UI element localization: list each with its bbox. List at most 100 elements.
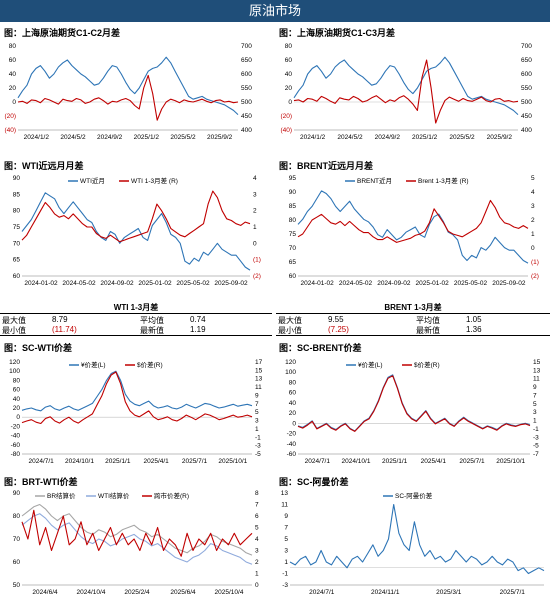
y-right-tick-label: 17 — [255, 359, 263, 366]
y-left-tick-label: 60 — [9, 57, 17, 64]
x-tick-label: 2025/4/1 — [144, 458, 170, 465]
chart-brt-wti: 50 60 70 80 90 0 1 2 3 4 5 6 7 8 2024/6/4 2024/10/4 2025… — [13, 490, 259, 596]
x-tick-label: 2024/1/2 — [24, 134, 50, 141]
y-right-tick-label: 1 — [255, 426, 259, 433]
y-right-tick-label: (2) — [253, 273, 261, 280]
y-left-tick-label: 20 — [289, 410, 297, 417]
y-left-tick-label: 60 — [13, 387, 21, 394]
y-left-tick-label: 70 — [13, 240, 21, 247]
y-right-tick-label: 15 — [533, 359, 541, 366]
legend-label: Brent 1-3月差 (R) — [418, 176, 469, 185]
y-left-tick-label: 60 — [285, 57, 293, 64]
y-left-tick-label: (40) — [4, 127, 16, 134]
y-right-tick-label: 2 — [255, 559, 259, 566]
y-left-tick-label: 5 — [284, 536, 288, 543]
y-left-tick-label: 90 — [13, 175, 21, 182]
x-tick-label: 2025/7/1 — [182, 458, 208, 465]
x-tick-label: 2025/1/2 — [134, 134, 160, 141]
y-right-tick-label: 450 — [241, 113, 252, 120]
stats-table-brent: BRENT 1-3月差 最大值 9.55 平均值 1.05 最小值 (7.25)… — [276, 302, 550, 336]
legend-label: 跨市价差(R) — [154, 491, 189, 500]
stats-min-value: (7.25) — [328, 325, 349, 334]
y-left-tick-label: 100 — [9, 368, 20, 375]
legend-label: BR结算价 — [47, 491, 76, 500]
y-right-tick-label: 5 — [255, 525, 259, 532]
y-left-tick-label: -20 — [11, 423, 21, 430]
y-right-tick-label: 700 — [241, 43, 252, 50]
y-right-tick-label: 8 — [255, 490, 259, 497]
y-left-tick-label: 75 — [13, 224, 21, 231]
y-left-tick-label: 0 — [16, 414, 20, 421]
x-tick-label: 2025/10/1 — [496, 458, 525, 465]
series-line — [17, 56, 239, 116]
stats-title: BRENT 1-3月差 — [384, 303, 442, 312]
y-left-tick-label: 40 — [289, 400, 297, 407]
y-right-tick-label: 3 — [533, 409, 537, 416]
x-tick-label: 2025-05-02 — [454, 280, 488, 287]
y-right-tick-label: 2 — [253, 208, 257, 215]
y-left-tick-label: 40 — [285, 71, 293, 78]
series-line — [297, 199, 529, 243]
y-right-tick-label: 4 — [255, 536, 259, 543]
y-right-tick-label: -7 — [533, 451, 539, 458]
y-right-tick-label: 5 — [255, 409, 259, 416]
y-right-tick-label: -1 — [255, 434, 261, 441]
y-right-tick-label: 2 — [531, 217, 535, 224]
y-right-tick-label: -5 — [533, 443, 539, 450]
stats-table-wti: WTI 1-3月差 最大值 8.79 平均值 0.74 最小值 (11.74) … — [0, 302, 272, 336]
y-right-tick-label: 3 — [253, 191, 257, 198]
x-tick-label: 2025/6/4 — [170, 589, 196, 596]
y-right-tick-label: 5 — [531, 175, 535, 182]
y-left-tick-label: 85 — [13, 191, 21, 198]
y-right-tick-label: 9 — [255, 392, 259, 399]
y-right-tick-label: (1) — [253, 257, 261, 264]
x-tick-label: 2024-01-02 — [24, 280, 58, 287]
legend-label: SC-阿曼价差 — [395, 491, 433, 500]
legend-label: WTI近月 — [80, 176, 105, 185]
x-tick-label: 2024/10/4 — [77, 589, 106, 596]
stats-avg-label: 平均值 — [140, 316, 164, 325]
x-tick-label: 2025-05-02 — [176, 280, 210, 287]
y-left-tick-label: 13 — [281, 490, 289, 497]
y-right-tick-label: 0 — [253, 240, 257, 247]
y-right-tick-label: 7 — [533, 392, 537, 399]
y-left-tick-label: 0 — [292, 420, 296, 427]
y-right-tick-label: 1 — [255, 571, 259, 578]
y-left-tick-label: 80 — [13, 513, 21, 520]
chart-wti-spread: 60 65 70 75 80 85 90 (2) (1) 0 1 2 3 4 2024-01-02 2024-… — [13, 175, 261, 287]
y-left-tick-label: 60 — [289, 390, 297, 397]
chart-title-sc-oman: 图：SC-阿曼价差 — [279, 477, 349, 487]
series-line — [289, 503, 545, 575]
stats-min-label: 最小值 — [278, 326, 302, 335]
stats-latest-value: 1.19 — [190, 325, 206, 334]
stats-latest-label: 最新值 — [140, 326, 164, 335]
y-left-tick-label: 20 — [285, 85, 293, 92]
y-left-tick-label: 95 — [289, 175, 297, 182]
legend-label: BRENT近月 — [357, 176, 392, 185]
y-left-tick-label: 80 — [13, 377, 21, 384]
y-right-tick-label: 3 — [255, 418, 259, 425]
y-left-tick-label: (20) — [280, 113, 292, 120]
y-left-tick-label: -60 — [11, 442, 21, 449]
y-right-tick-label: 4 — [531, 189, 535, 196]
legend-label: ¥价差(L) — [358, 360, 383, 369]
stats-latest-value: 1.36 — [466, 325, 482, 334]
legend-label: $价差(R) — [414, 360, 440, 369]
x-tick-label: 2024-05-02 — [62, 280, 96, 287]
y-left-tick-label: 80 — [13, 208, 21, 215]
y-left-tick-label: 65 — [13, 257, 21, 264]
x-tick-label: 2025/5/2 — [449, 134, 475, 141]
x-tick-label: 2024/7/1 — [305, 458, 331, 465]
x-tick-label: 2024-09-02 — [377, 280, 411, 287]
stats-max-label: 最大值 — [2, 316, 26, 325]
y-right-tick-label: 3 — [255, 548, 259, 555]
y-left-tick-label: 20 — [13, 405, 21, 412]
y-right-tick-label: 600 — [521, 71, 532, 78]
divider — [276, 313, 550, 314]
y-right-tick-label: 13 — [533, 367, 541, 374]
y-right-tick-label: 13 — [255, 376, 263, 383]
legend-label: ¥价差(L) — [81, 360, 106, 369]
x-tick-label: 2025/5/2 — [170, 134, 196, 141]
y-right-tick-label: (1) — [531, 259, 539, 266]
y-right-tick-label: 600 — [241, 71, 252, 78]
